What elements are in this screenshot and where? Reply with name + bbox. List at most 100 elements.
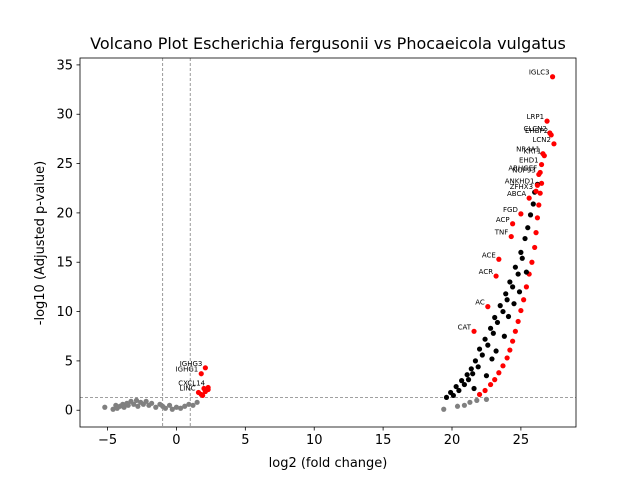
data-point (182, 403, 188, 409)
y-tick-label: 25 (56, 157, 73, 172)
data-point (497, 303, 503, 309)
data-point (500, 308, 506, 315)
data-point (471, 385, 477, 392)
y-tick-label: 35 (56, 58, 73, 73)
point-label: NR4A1 (516, 146, 540, 154)
x-tick-label: 10 (306, 433, 323, 448)
data-point (529, 259, 535, 265)
x-axis-label: log2 (fold change) (269, 456, 388, 471)
data-point (177, 405, 184, 411)
data-point (487, 381, 494, 388)
data-point (476, 391, 483, 398)
data-point (121, 404, 127, 410)
series-2 (443, 181, 541, 401)
x-tick-label: 25 (513, 433, 530, 448)
data-point (483, 373, 490, 379)
data-point (102, 404, 108, 410)
data-point (482, 336, 488, 342)
data-point (166, 402, 173, 408)
labeled-point-marker (198, 371, 204, 377)
labeled-point-marker (471, 328, 477, 334)
data-point (511, 301, 517, 307)
labeled-point-marker (538, 161, 545, 168)
data-point (518, 307, 524, 314)
data-point (482, 387, 488, 394)
data-point (516, 289, 523, 295)
data-point (487, 325, 494, 331)
point-label: ACE (482, 251, 496, 259)
data-point (515, 318, 521, 325)
data-point (490, 330, 496, 336)
data-point (500, 363, 506, 369)
data-point (507, 279, 513, 285)
data-point (483, 396, 490, 402)
data-point (190, 402, 196, 408)
point-label: ANKHD1 (505, 177, 535, 185)
point-label: AC (475, 299, 485, 307)
data-point (461, 381, 467, 388)
labeled-point-marker (508, 233, 514, 240)
chart-title: Volcano Plot Escherichia fergusonii vs P… (90, 34, 566, 53)
point-label: NUP93 (512, 166, 536, 174)
data-point (496, 370, 502, 376)
data-point (162, 405, 169, 411)
y-tick-label: 30 (56, 108, 73, 123)
labeled-point-marker (518, 211, 524, 217)
data-point (153, 404, 159, 410)
data-point (518, 249, 524, 255)
data-point (443, 394, 450, 401)
data-point (537, 190, 543, 196)
y-axis-ticks: 0 5 10 15 20 25 30 35 (56, 58, 80, 419)
data-point (479, 352, 485, 358)
data-point (173, 404, 180, 410)
series-0 (102, 396, 490, 412)
data-point (527, 212, 534, 218)
labeled-point-marker (496, 256, 502, 262)
point-label: ACP (496, 216, 510, 224)
data-point (533, 230, 539, 236)
data-point (532, 244, 538, 251)
labeled-point-marker (541, 153, 547, 159)
data-point (510, 284, 516, 290)
data-point (468, 366, 474, 372)
x-tick-label: 0 (172, 433, 180, 448)
point-label: EHD1 (519, 157, 539, 165)
labeled-point-marker (205, 384, 211, 391)
series-1 (198, 180, 545, 399)
data-point (538, 180, 545, 186)
data-point (492, 314, 498, 321)
point-label: FGD (503, 206, 518, 214)
point-label: LINC (179, 384, 195, 392)
x-tick-label: 20 (444, 433, 461, 448)
data-point (475, 364, 481, 370)
labeled-point-marker (549, 74, 556, 80)
data-point (494, 319, 501, 326)
data-point (133, 397, 140, 403)
data-point (474, 397, 480, 403)
point-label: ZFHX3 (510, 183, 533, 191)
labeled-point-marker (534, 182, 541, 188)
data-point (459, 378, 465, 384)
point-label: KRT1 (524, 148, 542, 156)
data-point (467, 399, 473, 405)
data-point (505, 313, 512, 320)
data-point (523, 284, 530, 290)
data-point (519, 255, 525, 261)
axes-frame (79, 57, 577, 428)
data-point (523, 269, 530, 275)
data-point (461, 402, 467, 408)
data-point (485, 342, 491, 348)
data-point (110, 406, 116, 412)
data-point (169, 406, 175, 412)
data-point (125, 402, 131, 408)
data-point (143, 398, 149, 404)
x-axis-ticks: −5 0 5 10 15 20 25 (98, 427, 529, 448)
data-point (501, 333, 507, 339)
point-label: CXCL14 (178, 380, 205, 388)
labeled-point-marker (510, 221, 516, 227)
